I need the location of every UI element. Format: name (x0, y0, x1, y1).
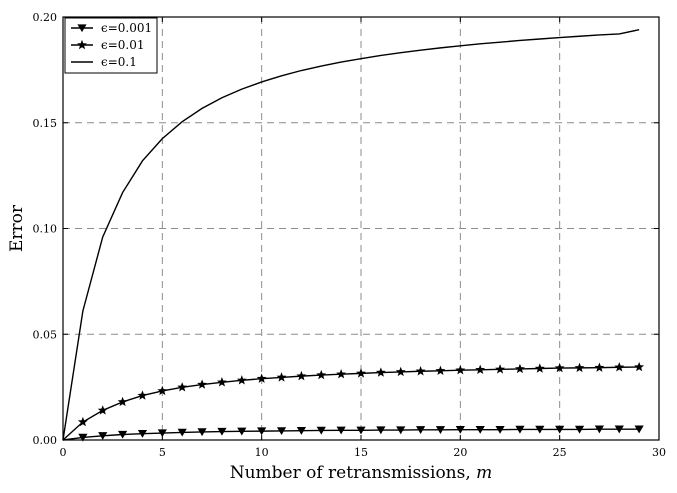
data-point (137, 429, 148, 438)
y-tick-label: 0.10 (33, 223, 58, 236)
data-point (395, 366, 406, 377)
data-point (296, 370, 307, 381)
x-tick-label: 20 (453, 446, 467, 459)
data-point (356, 368, 366, 378)
data-point (257, 427, 267, 436)
data-point (614, 425, 624, 434)
data-point (77, 416, 88, 427)
data-point (574, 425, 585, 434)
data-point (415, 366, 426, 376)
data-point (197, 428, 207, 437)
data-point (118, 430, 128, 439)
data-point (594, 425, 604, 434)
data-point (514, 363, 525, 374)
data-point (356, 426, 366, 435)
data-point (157, 385, 168, 396)
legend-marker (77, 24, 87, 33)
y-tick-label: 0.00 (33, 434, 58, 447)
series-line (62, 29, 640, 441)
data-point (435, 365, 446, 376)
legend-label: ϵ=0.1 (101, 55, 137, 69)
y-axis-label: Error (7, 204, 27, 252)
grid-lines (63, 17, 659, 440)
y-tick-label: 0.20 (33, 11, 58, 24)
x-tick-label: 25 (553, 446, 567, 459)
data-point (217, 427, 227, 436)
x-tick-label: 30 (652, 446, 666, 459)
data-point (634, 361, 645, 372)
data-point (117, 396, 128, 407)
data-point (614, 362, 625, 372)
data-point (594, 362, 605, 372)
data-point (236, 375, 247, 385)
data-point (475, 425, 485, 434)
data-point (97, 405, 108, 415)
data-point (336, 426, 346, 435)
data-point (435, 426, 446, 434)
data-point (396, 426, 406, 435)
data-point (376, 426, 386, 435)
data-point (336, 369, 347, 379)
data-point (276, 427, 287, 436)
x-tick-label: 10 (255, 446, 269, 459)
x-tick-label: 0 (60, 446, 67, 459)
axis-ticks: 0 5 10 15 20 25 30 0.00 0.05 0.10 0.15 0.20 (33, 11, 667, 459)
data-point (296, 427, 306, 435)
data-point (515, 425, 525, 434)
data-point (475, 364, 486, 374)
data-point (534, 363, 545, 373)
legend-label: ϵ=0.001 (101, 21, 152, 35)
data-point (216, 377, 227, 387)
data-point (98, 432, 108, 440)
y-tick-label: 0.15 (33, 117, 58, 130)
data-point (455, 425, 465, 434)
legend-label: ϵ=0.01 (101, 38, 145, 52)
y-tick-label: 0.05 (33, 328, 58, 341)
data-point (157, 429, 167, 438)
series-group (62, 29, 645, 442)
x-tick-label: 15 (354, 446, 368, 459)
data-point (276, 372, 287, 382)
data-point (416, 426, 426, 434)
data-point (316, 426, 326, 435)
data-point (177, 382, 188, 392)
data-point (137, 390, 148, 400)
data-point (375, 367, 386, 377)
data-point (455, 365, 466, 375)
data-point (177, 428, 187, 437)
data-point (256, 373, 267, 383)
x-axis-label: Number of retransmissions, m (230, 463, 493, 483)
data-point (535, 425, 545, 434)
data-point (495, 364, 506, 374)
series-line (62, 366, 640, 441)
data-point (555, 425, 565, 434)
data-point (78, 433, 88, 442)
legend-marker (77, 39, 87, 50)
series-line (62, 428, 640, 441)
data-point (237, 427, 247, 436)
data-point (554, 362, 565, 373)
data-point (574, 362, 585, 373)
legend: ϵ=0.001 ϵ=0.01 ϵ=0.1 (64, 17, 158, 74)
data-point (634, 425, 644, 434)
x-tick-label: 5 (159, 446, 166, 459)
data-point (197, 379, 208, 389)
data-point (316, 369, 327, 380)
data-point (495, 425, 505, 434)
